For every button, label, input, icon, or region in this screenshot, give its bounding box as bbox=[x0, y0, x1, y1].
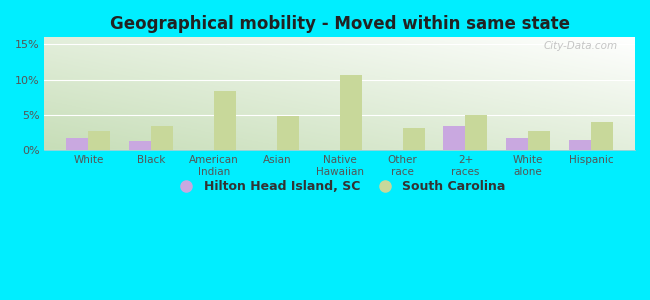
Bar bbox=[151, 126, 174, 150]
Bar bbox=[443, 126, 465, 150]
Bar bbox=[465, 115, 488, 150]
Bar bbox=[506, 138, 528, 150]
Bar bbox=[88, 131, 110, 150]
Bar bbox=[66, 138, 88, 150]
Bar bbox=[214, 91, 236, 150]
Title: Geographical mobility - Moved within same state: Geographical mobility - Moved within sam… bbox=[110, 15, 570, 33]
Legend: Hilton Head Island, SC, South Carolina: Hilton Head Island, SC, South Carolina bbox=[168, 176, 511, 198]
Bar bbox=[528, 131, 550, 150]
Text: City-Data.com: City-Data.com bbox=[543, 41, 618, 51]
Bar bbox=[402, 128, 424, 150]
Bar bbox=[569, 140, 591, 150]
Bar bbox=[129, 141, 151, 150]
Bar bbox=[277, 116, 299, 150]
Bar bbox=[340, 75, 362, 150]
Bar bbox=[591, 122, 613, 150]
